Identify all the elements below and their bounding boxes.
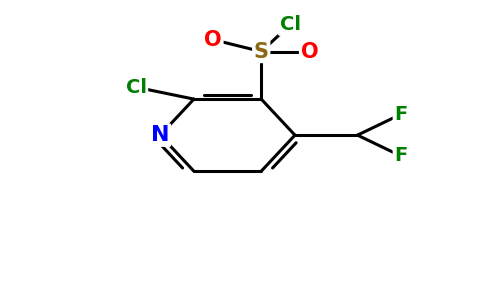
Text: O: O (301, 41, 318, 62)
Text: N: N (151, 125, 169, 145)
Text: S: S (254, 41, 269, 62)
Text: Cl: Cl (280, 15, 301, 34)
Text: F: F (394, 146, 408, 165)
Text: F: F (394, 105, 408, 124)
Text: O: O (204, 30, 222, 50)
Text: Cl: Cl (126, 78, 147, 97)
